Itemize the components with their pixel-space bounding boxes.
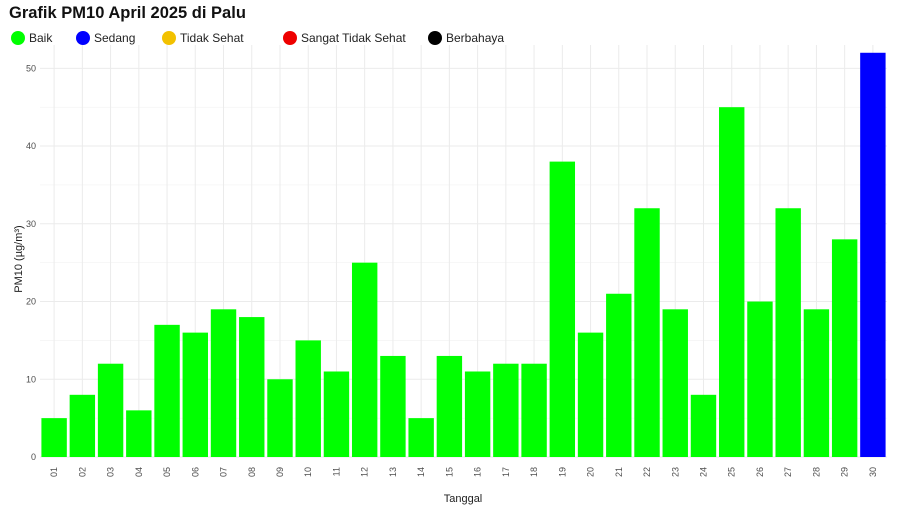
y-tick-label: 0 <box>31 452 36 462</box>
bar-06 <box>182 332 208 457</box>
x-axis-ticks: 01 02 03 04 05 06 07 08 09 10 11 12 13 14 15 16 17 18 19 20… <box>49 467 878 477</box>
x-tick-label: 26 <box>755 467 765 477</box>
x-tick-label: 11 <box>331 467 341 476</box>
y-axis-title: PM10 (µg/m³) <box>13 225 25 292</box>
x-tick-label: 21 <box>614 467 624 477</box>
x-tick-label: 16 <box>473 467 483 477</box>
chart-title: Grafik PM10 April 2025 di Palu <box>9 4 246 22</box>
bar-15 <box>436 355 463 457</box>
bar-09 <box>267 379 293 457</box>
x-tick-label: 19 <box>557 467 567 477</box>
bar-05 <box>154 324 180 457</box>
bar-13 <box>380 355 406 457</box>
bar-27 <box>775 208 801 457</box>
x-tick-label: 28 <box>811 467 821 477</box>
legend-item-sedang: Sedang <box>76 30 135 46</box>
bars <box>41 52 886 458</box>
x-tick-label: 02 <box>77 467 87 477</box>
legend-label: Tidak Sehat <box>180 31 244 45</box>
y-tick-label: 10 <box>26 374 36 384</box>
bar-10 <box>295 340 321 457</box>
bar-24 <box>690 394 717 457</box>
bar-12 <box>351 262 378 457</box>
bar-17 <box>493 363 519 457</box>
bar-26 <box>747 301 773 457</box>
x-tick-label: 12 <box>360 467 370 477</box>
x-tick-label: 13 <box>388 467 398 477</box>
y-tick-label: 40 <box>26 141 36 151</box>
legend-dot-icon <box>162 31 176 45</box>
x-tick-label: 24 <box>698 467 708 477</box>
bar-02 <box>69 394 96 457</box>
legend-label: Sangat Tidak Sehat <box>301 31 406 45</box>
legend-dot-icon <box>428 31 442 45</box>
x-tick-label: 25 <box>727 467 737 477</box>
legend-item-sangat-tidak-sehat: Sangat Tidak Sehat <box>283 30 406 46</box>
x-tick-label: 20 <box>586 467 596 477</box>
x-tick-label: 03 <box>106 467 116 477</box>
bar-03 <box>97 363 124 457</box>
x-tick-label: 18 <box>529 467 539 477</box>
y-tick-label: 20 <box>26 297 36 307</box>
x-tick-label: 06 <box>190 467 200 477</box>
legend-item-tidak-sehat: Tidak Sehat <box>162 30 244 46</box>
x-tick-label: 01 <box>49 467 59 477</box>
bar-14 <box>408 418 434 457</box>
bar-01 <box>41 418 67 457</box>
bar-23 <box>662 309 688 457</box>
bar-18 <box>521 363 547 457</box>
bar-22 <box>634 208 660 457</box>
x-tick-label: 22 <box>642 467 652 477</box>
bar-25 <box>719 107 745 457</box>
legend-dot-icon <box>11 31 25 45</box>
x-tick-label: 15 <box>444 467 454 477</box>
x-tick-label: 30 <box>868 467 878 477</box>
x-tick-label: 27 <box>783 467 793 477</box>
bar-07 <box>210 309 237 457</box>
grid <box>40 45 887 458</box>
x-tick-label: 29 <box>840 467 850 477</box>
bar-19 <box>549 161 576 458</box>
legend-item-berbahaya: Berbahaya <box>428 30 504 46</box>
x-tick-label: 09 <box>275 467 285 477</box>
legend-label: Berbahaya <box>446 31 505 45</box>
x-tick-label: 14 <box>416 467 426 477</box>
x-tick-label: 07 <box>219 467 229 477</box>
x-tick-label: 08 <box>247 467 257 477</box>
bar-29 <box>831 239 858 457</box>
x-tick-label: 04 <box>134 467 144 477</box>
x-axis-title: Tanggal <box>444 493 483 505</box>
x-tick-label: 10 <box>303 467 313 477</box>
bar-28 <box>803 309 830 457</box>
bar-08 <box>239 317 265 457</box>
x-tick-label: 17 <box>501 467 511 477</box>
y-tick-label: 50 <box>26 63 36 73</box>
bar-11 <box>323 371 350 457</box>
x-tick-label: 23 <box>670 467 680 477</box>
bar-04 <box>126 410 152 457</box>
bar-16 <box>464 371 491 457</box>
bar-30 <box>860 52 886 457</box>
legend-label: Sedang <box>94 31 136 45</box>
legend-item-baik: Baik <box>11 30 52 46</box>
legend-label: Baik <box>29 31 53 45</box>
bar-21 <box>606 293 632 457</box>
y-tick-label: 30 <box>26 219 36 229</box>
y-axis-ticks: 0 10 20 30 40 50 <box>26 63 36 462</box>
bar-20 <box>577 332 604 457</box>
x-tick-label: 05 <box>162 467 172 477</box>
legend-dot-icon <box>283 31 297 45</box>
legend-dot-icon <box>76 31 90 45</box>
